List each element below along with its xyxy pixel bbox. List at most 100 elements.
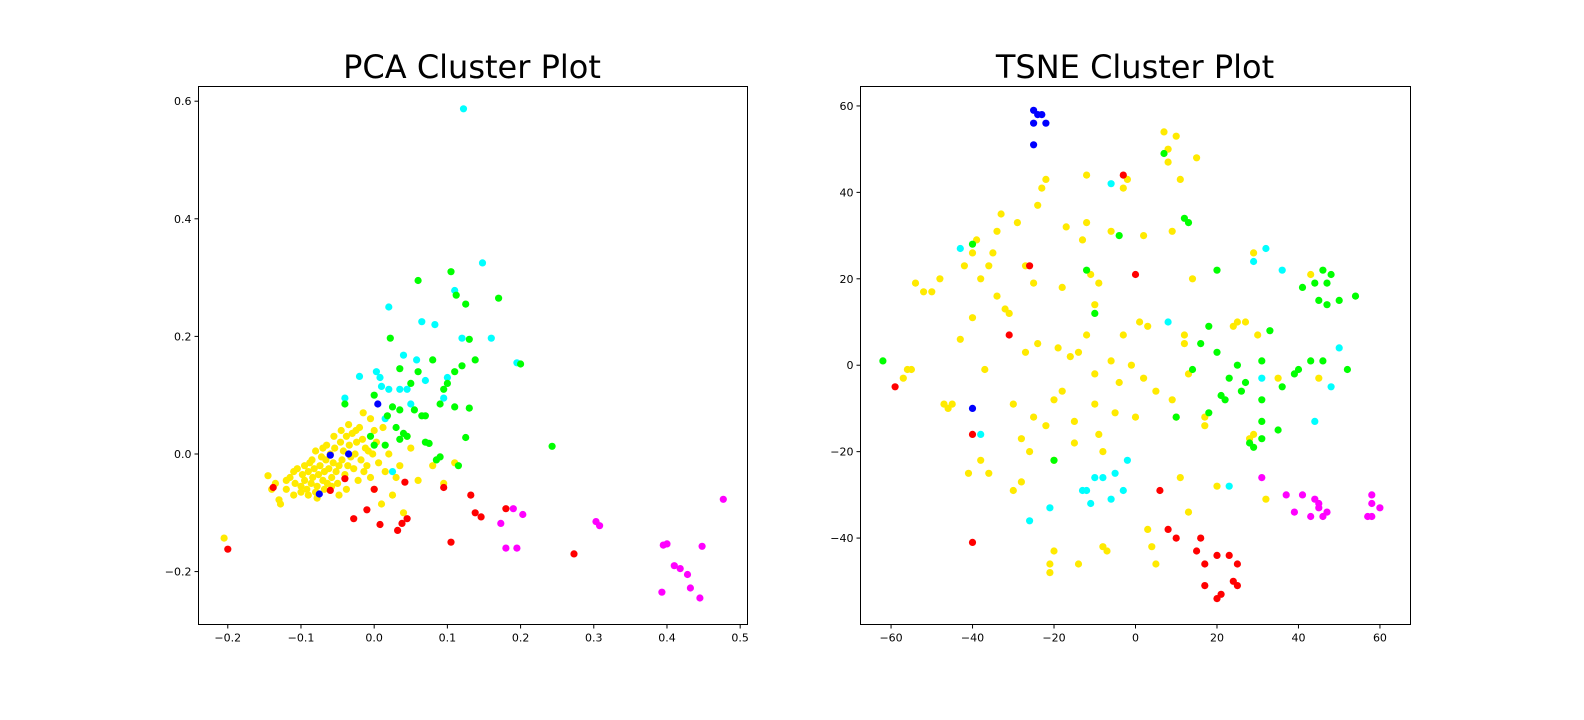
tsne-point-green bbox=[1205, 322, 1213, 330]
tsne-point-yellow bbox=[1254, 331, 1262, 339]
tsne-point-green bbox=[1233, 361, 1241, 369]
tsne-point-red bbox=[1233, 582, 1241, 590]
pca-point-green bbox=[383, 412, 391, 420]
pca-point-magenta bbox=[509, 505, 517, 513]
pca-point-yellow bbox=[337, 426, 345, 435]
pca-point-yellow bbox=[332, 468, 340, 476]
pca-point-cyan bbox=[478, 259, 487, 267]
tsne-point-cyan bbox=[1046, 504, 1054, 512]
pca-point-green bbox=[495, 294, 503, 302]
tsne-points-layer bbox=[879, 106, 1384, 603]
tsne-point-red bbox=[1233, 560, 1241, 568]
tsne-point-blue bbox=[1038, 111, 1046, 119]
pca-point-cyan bbox=[443, 373, 451, 382]
tsne-point-yellow bbox=[968, 314, 977, 322]
pca-point-cyan bbox=[385, 303, 393, 311]
tsne-point-yellow bbox=[985, 469, 993, 477]
pca-x-tick-label: 0.2 bbox=[512, 632, 530, 645]
pca-point-yellow bbox=[282, 476, 290, 484]
tsne-point-red bbox=[1026, 262, 1034, 270]
pca-point-green bbox=[454, 462, 462, 470]
tsne-point-yellow bbox=[1062, 223, 1070, 231]
pca-point-cyan bbox=[341, 394, 349, 402]
tsne-point-yellow bbox=[1046, 569, 1054, 577]
pca-point-yellow bbox=[354, 476, 362, 484]
pca-point-green bbox=[421, 438, 429, 446]
pca-point-yellow bbox=[366, 473, 375, 482]
tsne-point-green bbox=[1258, 435, 1266, 443]
pca-point-yellow bbox=[336, 438, 345, 446]
tsne-point-red bbox=[1197, 534, 1205, 542]
tsne-point-green bbox=[1307, 357, 1315, 365]
pca-point-red bbox=[269, 483, 277, 492]
tsne-point-yellow bbox=[948, 400, 956, 408]
pca-point-yellow bbox=[360, 468, 368, 476]
tsne-point-yellow bbox=[1168, 396, 1176, 404]
pca-plot-frame bbox=[198, 86, 748, 625]
tsne-point-yellow bbox=[956, 335, 964, 343]
pca-point-green bbox=[396, 435, 404, 443]
pca-point-green bbox=[548, 442, 556, 450]
tsne-point-magenta bbox=[1368, 499, 1376, 508]
tsne-point-yellow bbox=[1054, 344, 1062, 352]
pca-point-red bbox=[477, 513, 485, 521]
pca-point-red bbox=[471, 509, 479, 517]
tsne-point-green bbox=[1319, 357, 1327, 365]
pca-point-yellow bbox=[220, 534, 228, 542]
tsne-point-green bbox=[1319, 266, 1327, 274]
pca-point-magenta bbox=[696, 594, 704, 602]
tsne-point-magenta bbox=[1290, 508, 1298, 516]
pca-point-yellow bbox=[307, 479, 315, 487]
tsne-y-tick-label: −40 bbox=[830, 532, 853, 545]
pca-point-cyan bbox=[403, 385, 411, 393]
tsne-point-yellow bbox=[1026, 448, 1034, 456]
pca-point-blue bbox=[374, 400, 382, 408]
tsne-point-yellow bbox=[1046, 560, 1054, 568]
pca-point-green bbox=[462, 300, 470, 308]
tsne-point-cyan bbox=[977, 430, 985, 438]
tsne-plot-title: TSNE Cluster Plot bbox=[995, 48, 1274, 86]
tsne-x-tick-label: 0 bbox=[1132, 632, 1139, 645]
tsne-point-yellow bbox=[1184, 508, 1193, 516]
tsne-point-yellow bbox=[1017, 435, 1025, 443]
tsne-point-cyan bbox=[1026, 517, 1034, 525]
pca-point-green bbox=[462, 433, 470, 442]
tsne-x-axis: −60 −40 −20 0 20 40 60 bbox=[879, 624, 1387, 645]
tsne-point-yellow bbox=[1050, 547, 1058, 555]
tsne-point-yellow bbox=[1058, 283, 1066, 291]
pca-point-blue bbox=[326, 451, 334, 459]
pca-y-tick-label: 0.6 bbox=[174, 95, 192, 108]
tsne-point-yellow bbox=[977, 456, 985, 464]
tsne-point-yellow bbox=[1042, 175, 1050, 183]
tsne-x-tick-label: −60 bbox=[879, 632, 902, 645]
tsne-point-yellow bbox=[1193, 154, 1201, 162]
pca-point-green bbox=[452, 291, 460, 299]
tsne-y-tick-label: 20 bbox=[840, 273, 854, 286]
pca-point-yellow bbox=[429, 462, 437, 470]
tsne-point-yellow bbox=[1262, 495, 1270, 503]
pca-y-tick-label: 0.0 bbox=[174, 448, 192, 461]
pca-point-yellow bbox=[352, 426, 360, 435]
tsne-point-red bbox=[891, 383, 899, 391]
pca-point-cyan bbox=[418, 318, 426, 326]
pca-point-green bbox=[517, 360, 525, 368]
pca-point-blue bbox=[315, 490, 323, 498]
pca-point-yellow bbox=[304, 491, 312, 499]
tsne-point-green bbox=[1091, 309, 1099, 317]
pca-point-yellow bbox=[320, 485, 328, 493]
tsne-point-yellow bbox=[1160, 128, 1168, 136]
pca-point-green bbox=[471, 356, 479, 364]
pca-point-cyan bbox=[487, 334, 495, 342]
tsne-point-cyan bbox=[1335, 344, 1343, 352]
tsne-point-cyan bbox=[1164, 318, 1172, 326]
tsne-point-yellow bbox=[964, 469, 973, 477]
pca-x-tick-label: −0.1 bbox=[288, 632, 315, 645]
pca-point-green bbox=[447, 268, 455, 276]
tsne-point-yellow bbox=[1030, 279, 1038, 287]
pca-point-green bbox=[370, 441, 378, 449]
tsne-point-yellow bbox=[985, 262, 993, 270]
pca-point-yellow bbox=[366, 415, 375, 423]
tsne-point-red bbox=[1217, 590, 1225, 598]
pca-point-cyan bbox=[396, 385, 404, 393]
pca-point-magenta bbox=[719, 495, 727, 503]
